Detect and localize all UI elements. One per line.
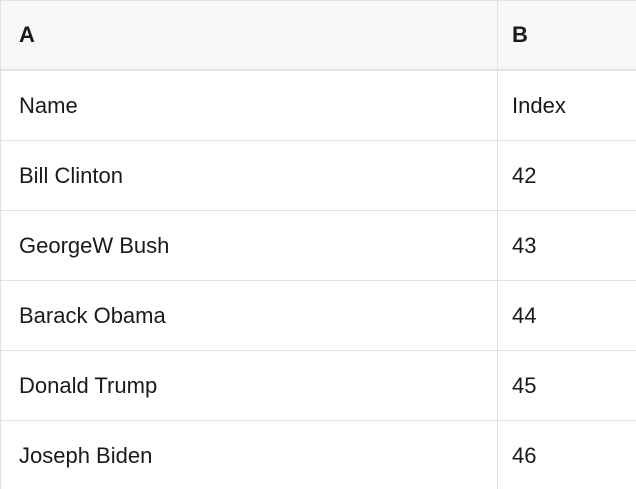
table-cell[interactable]: 43 [512,232,537,258]
column-letter: A [19,22,35,47]
table-cell[interactable]: 42 [512,162,537,188]
table-cell[interactable]: Bill Clinton [1,141,498,210]
table-cell[interactable]: Name [1,71,498,140]
table-cell[interactable]: Barack Obama [1,281,498,350]
table-row: Barack Obama 44 [1,281,636,351]
table-cell[interactable]: 45 [512,372,537,398]
table-row: Name Index [1,71,636,141]
table-row: Donald Trump 45 [1,351,636,421]
table-cell[interactable]: 44 [512,302,537,328]
column-letter: B [512,22,528,47]
column-header-row: A B [1,1,636,71]
table-row: GeorgeW Bush 43 [1,211,636,281]
table-row: Bill Clinton 42 [1,141,636,211]
table-cell[interactable]: Joseph Biden [1,421,498,489]
column-header-a[interactable]: A [1,1,498,69]
table-cell[interactable]: 46 [512,443,537,468]
table-cell[interactable]: Donald Trump [1,351,498,420]
table-row: Joseph Biden 46 [1,421,636,489]
table-cell[interactable]: Index [512,92,566,118]
table-cell[interactable]: GeorgeW Bush [1,211,498,280]
column-header-b[interactable]: B [498,1,636,69]
